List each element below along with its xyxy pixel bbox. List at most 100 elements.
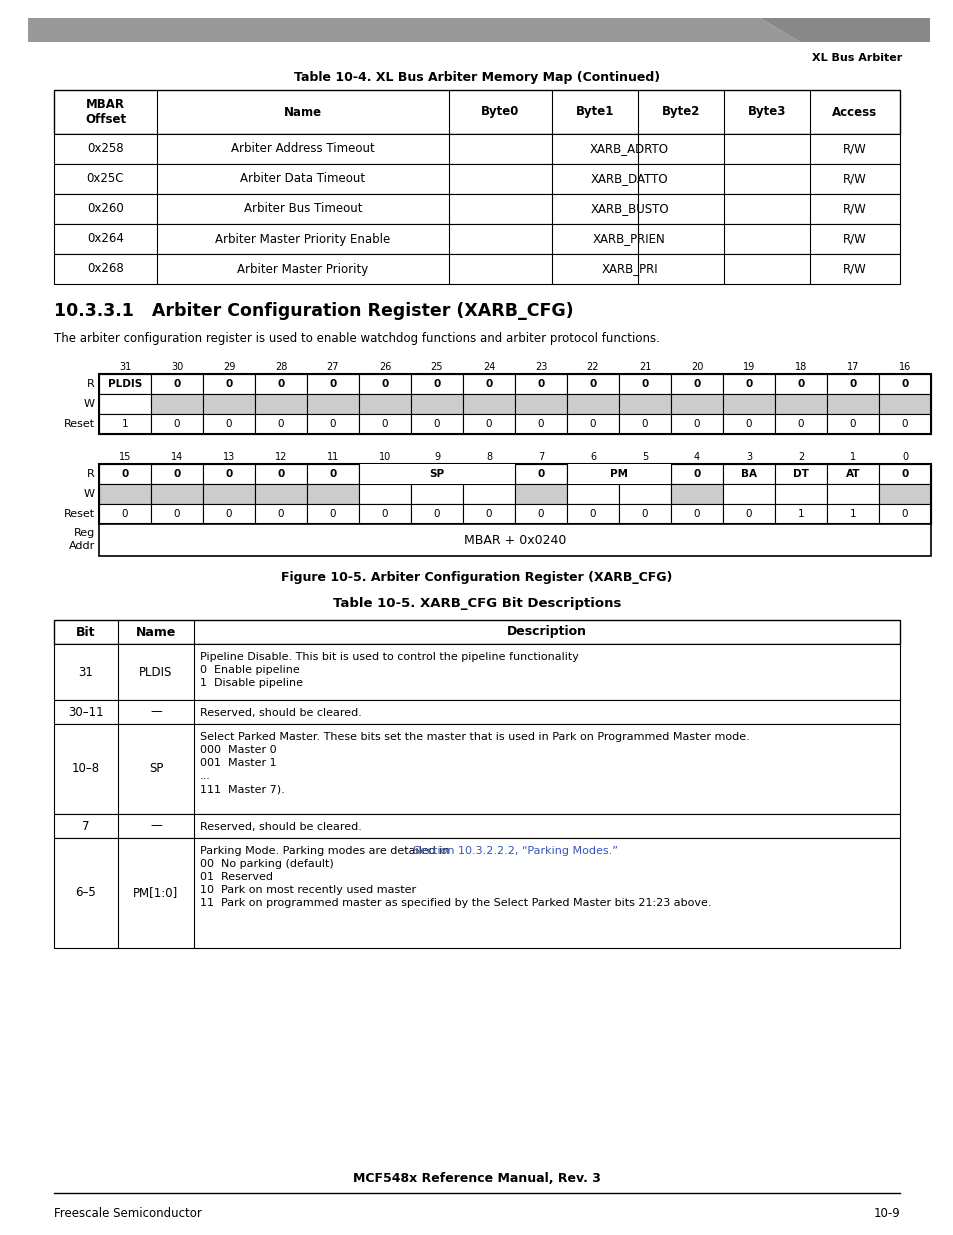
Bar (99, 394, 151, 414)
Text: 30: 30 (171, 362, 183, 372)
Text: Arbiter Master Priority Enable: Arbiter Master Priority Enable (215, 232, 390, 246)
Bar (515, 374, 566, 394)
Text: 1  Disable pipeline: 1 Disable pipeline (200, 678, 303, 688)
Bar (670, 504, 722, 524)
Text: Arbiter Address Timeout: Arbiter Address Timeout (231, 142, 375, 156)
Bar (566, 414, 618, 433)
Bar (826, 464, 878, 484)
Bar (618, 504, 670, 524)
Text: 0: 0 (797, 379, 803, 389)
Text: 0: 0 (226, 509, 232, 519)
Bar (358, 394, 411, 414)
Text: Name: Name (284, 105, 322, 119)
Bar (358, 464, 411, 484)
Bar (826, 504, 878, 524)
Text: Byte3: Byte3 (747, 105, 785, 119)
Text: R/W: R/W (842, 263, 866, 275)
Text: 29: 29 (223, 362, 235, 372)
Text: 0: 0 (122, 509, 128, 519)
Text: Figure 10-5. Arbiter Configuration Register (XARB_CFG): Figure 10-5. Arbiter Configuration Regis… (281, 572, 672, 584)
Text: R/W: R/W (842, 203, 866, 215)
Bar (254, 414, 307, 433)
Bar (307, 394, 358, 414)
Text: PLDIS: PLDIS (108, 379, 142, 389)
Bar (151, 374, 203, 394)
Bar (462, 414, 515, 433)
Text: 0: 0 (225, 469, 233, 479)
Text: AT: AT (845, 469, 860, 479)
Text: 24: 24 (482, 362, 495, 372)
Text: PLDIS: PLDIS (139, 666, 172, 678)
Text: 0: 0 (693, 419, 700, 429)
Text: 0: 0 (381, 419, 388, 429)
Bar (307, 414, 358, 433)
Text: —: — (150, 820, 162, 832)
Text: 0x260: 0x260 (87, 203, 124, 215)
Text: 30–11: 30–11 (68, 705, 104, 719)
Bar (462, 464, 515, 484)
Bar (774, 394, 826, 414)
Text: 01  Reserved: 01 Reserved (200, 872, 273, 882)
Text: PM[1:0]: PM[1:0] (133, 887, 178, 899)
Text: 0: 0 (225, 379, 233, 389)
Text: Addr: Addr (69, 541, 95, 551)
Bar (826, 374, 878, 394)
Text: W: W (84, 489, 95, 499)
Text: 0: 0 (589, 379, 596, 389)
Text: 0: 0 (121, 469, 129, 479)
Text: 10.3.3.1   Arbiter Configuration Register (XARB_CFG): 10.3.3.1 Arbiter Configuration Register … (54, 303, 573, 320)
Text: Byte2: Byte2 (661, 105, 700, 119)
Bar (54, 90, 899, 135)
Text: 11: 11 (327, 452, 338, 462)
Text: MBAR + 0x0240: MBAR + 0x0240 (463, 534, 565, 547)
Text: Reset: Reset (64, 419, 95, 429)
Text: 12: 12 (274, 452, 287, 462)
Text: PM: PM (609, 469, 627, 479)
Text: 0: 0 (744, 379, 752, 389)
Bar (566, 394, 618, 414)
Bar (774, 374, 826, 394)
Text: 001  Master 1: 001 Master 1 (200, 758, 276, 768)
Bar (203, 414, 254, 433)
Bar (254, 394, 307, 414)
Text: 0: 0 (537, 419, 543, 429)
Text: 13: 13 (223, 452, 234, 462)
Bar (774, 414, 826, 433)
Text: XARB_PRI: XARB_PRI (600, 263, 658, 275)
Bar (670, 374, 722, 394)
Text: 0x268: 0x268 (87, 263, 124, 275)
Text: 19: 19 (742, 362, 755, 372)
Bar (878, 414, 930, 433)
Polygon shape (760, 19, 929, 42)
Text: 20: 20 (690, 362, 702, 372)
Text: 0: 0 (693, 509, 700, 519)
Bar (618, 414, 670, 433)
Text: ...: ... (200, 771, 211, 781)
Bar (99, 464, 930, 524)
Text: 0: 0 (641, 509, 648, 519)
Bar (151, 464, 203, 484)
Text: 10-9: 10-9 (872, 1207, 899, 1220)
Text: 2: 2 (797, 452, 803, 462)
Text: 0: 0 (693, 379, 700, 389)
Text: 31: 31 (119, 362, 131, 372)
Bar (411, 484, 462, 504)
Text: 0: 0 (277, 379, 284, 389)
Bar (54, 814, 899, 839)
Bar (411, 464, 462, 484)
Text: 0: 0 (693, 469, 700, 479)
Text: W: W (84, 399, 95, 409)
Bar (358, 504, 411, 524)
Text: 0: 0 (641, 419, 648, 429)
Bar (826, 484, 878, 504)
Bar (411, 374, 462, 394)
Text: 0: 0 (745, 419, 752, 429)
Text: 0: 0 (589, 509, 596, 519)
Text: R: R (87, 469, 95, 479)
Bar (254, 504, 307, 524)
Text: 0x258: 0x258 (87, 142, 124, 156)
Text: 23: 23 (535, 362, 547, 372)
Bar (826, 414, 878, 433)
Text: 8: 8 (485, 452, 492, 462)
Bar (722, 394, 774, 414)
